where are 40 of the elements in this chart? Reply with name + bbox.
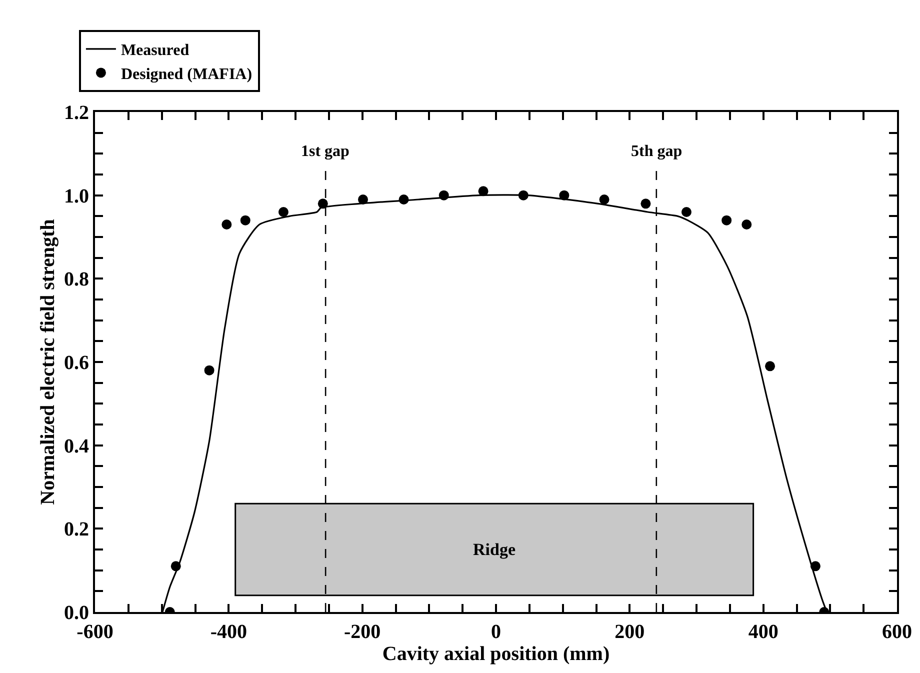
point (765, 361, 776, 372)
y-tick-label: 0.6 (64, 352, 89, 374)
point (438, 190, 449, 200)
point (640, 198, 651, 209)
point (478, 186, 488, 196)
x-tick-label: 200 (614, 621, 645, 643)
band-label: Ridge (473, 540, 516, 559)
point (559, 190, 570, 200)
x-tick-label: 0 (491, 621, 501, 643)
x-tick-label: -400 (210, 621, 248, 643)
x-tick-label: 400 (748, 621, 778, 643)
point (518, 190, 528, 200)
point (318, 198, 328, 209)
x-tick-label: 600 (882, 621, 912, 643)
x-tick-label: -200 (344, 621, 381, 643)
y-axis-title: Normalized electric field strength (37, 219, 59, 505)
point (240, 215, 250, 226)
x-axis-title: Cavity axial position (mm) (382, 643, 610, 665)
point (599, 194, 610, 204)
point (358, 194, 368, 204)
x-tick-label: -600 (76, 621, 114, 643)
point (398, 194, 409, 204)
y-tick-label: 0.4 (64, 435, 89, 458)
y-tick-label: 1.0 (64, 185, 89, 208)
point (278, 207, 288, 217)
legend-label: Designed (MAFIA) (120, 66, 252, 83)
point (204, 365, 214, 376)
y-tick-label: 0.2 (64, 518, 89, 541)
point (722, 215, 732, 226)
y-tick-label: 0.0 (64, 602, 89, 624)
ref-line-label: 5th gap (631, 143, 682, 160)
legend-label: Measured (120, 42, 190, 60)
ref-line-label: 1st gap (301, 143, 350, 160)
point (681, 207, 692, 217)
y-tick-label: 1.2 (64, 102, 89, 124)
y-tick-label: 0.8 (64, 268, 89, 291)
point (222, 220, 232, 230)
point (810, 561, 820, 572)
point (170, 561, 181, 572)
point (742, 220, 752, 230)
